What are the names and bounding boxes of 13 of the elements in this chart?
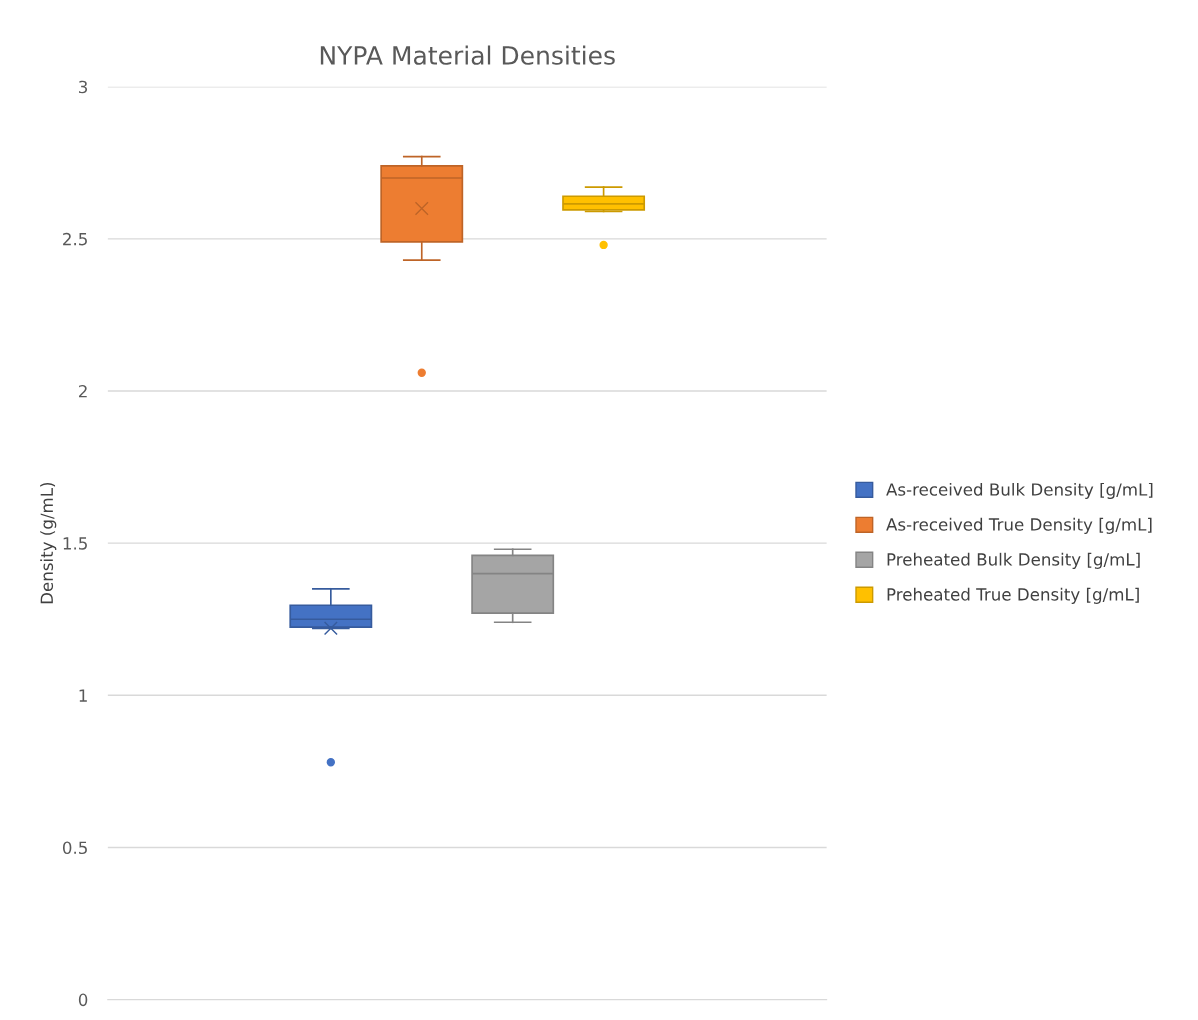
legend-label: Preheated True Density [g/mL] (887, 587, 1139, 604)
y-tick-label: 0.5 (62, 841, 87, 855)
y-tick-label: 0 (78, 993, 88, 1007)
chart-title: NYPA Material Densities (320, 45, 615, 65)
y-tick-label: 1.5 (63, 537, 87, 550)
y-tick-label: 1 (79, 689, 87, 702)
legend-label: Preheated Bulk Density [g/mL] (887, 552, 1140, 569)
legend-label: As-received True Density [g/mL] (886, 517, 1152, 534)
y-axis-title: Density (g/mL) (40, 482, 57, 604)
y-tick-label: 2.5 (63, 232, 87, 246)
y-tick-label: 2 (78, 384, 87, 398)
y-tick-label: 3 (79, 80, 88, 94)
legend-label: As-received Bulk Density [g/mL] (886, 482, 1153, 500)
